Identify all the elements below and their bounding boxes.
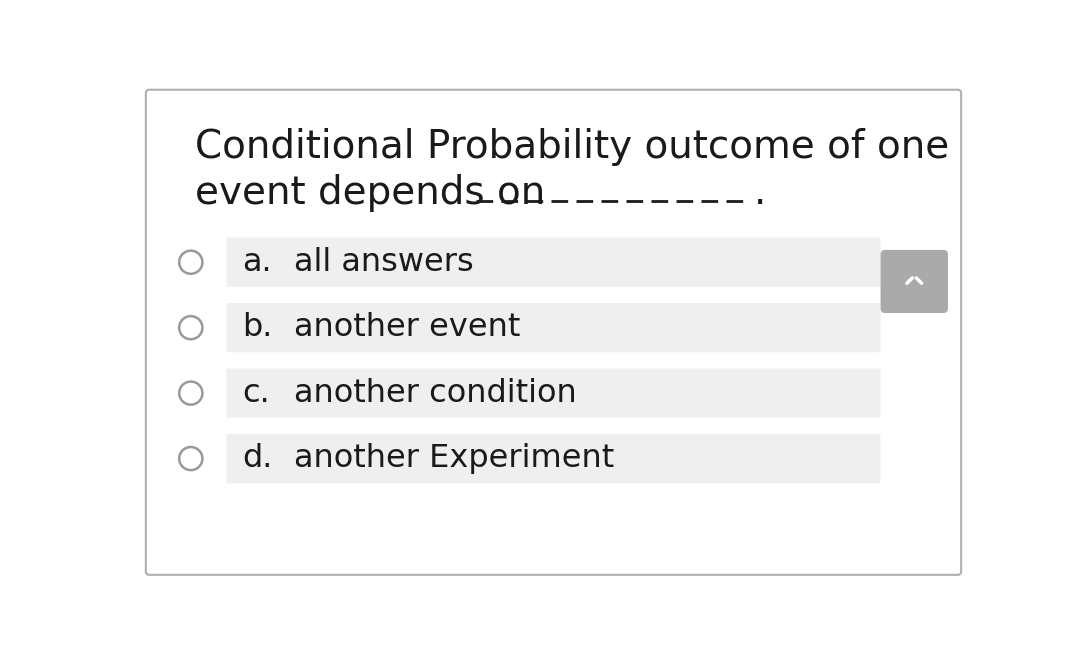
Text: all answers: all answers (294, 247, 474, 278)
Circle shape (179, 251, 202, 274)
Circle shape (179, 316, 202, 340)
FancyBboxPatch shape (880, 250, 948, 313)
Text: b.: b. (242, 312, 272, 343)
Text: another Experiment: another Experiment (294, 443, 615, 474)
Text: another condition: another condition (294, 378, 577, 409)
FancyBboxPatch shape (227, 303, 880, 352)
Text: c.: c. (242, 378, 270, 409)
Text: a.: a. (242, 247, 271, 278)
Text: .: . (754, 174, 766, 212)
Text: Conditional Probability outcome of one: Conditional Probability outcome of one (195, 128, 949, 166)
FancyBboxPatch shape (227, 238, 880, 287)
Text: d.: d. (242, 443, 272, 474)
Circle shape (179, 382, 202, 405)
FancyBboxPatch shape (227, 434, 880, 483)
FancyBboxPatch shape (146, 89, 961, 575)
Text: another event: another event (294, 312, 521, 343)
Circle shape (179, 447, 202, 470)
Text: event depends on: event depends on (195, 174, 545, 212)
FancyBboxPatch shape (227, 368, 880, 418)
